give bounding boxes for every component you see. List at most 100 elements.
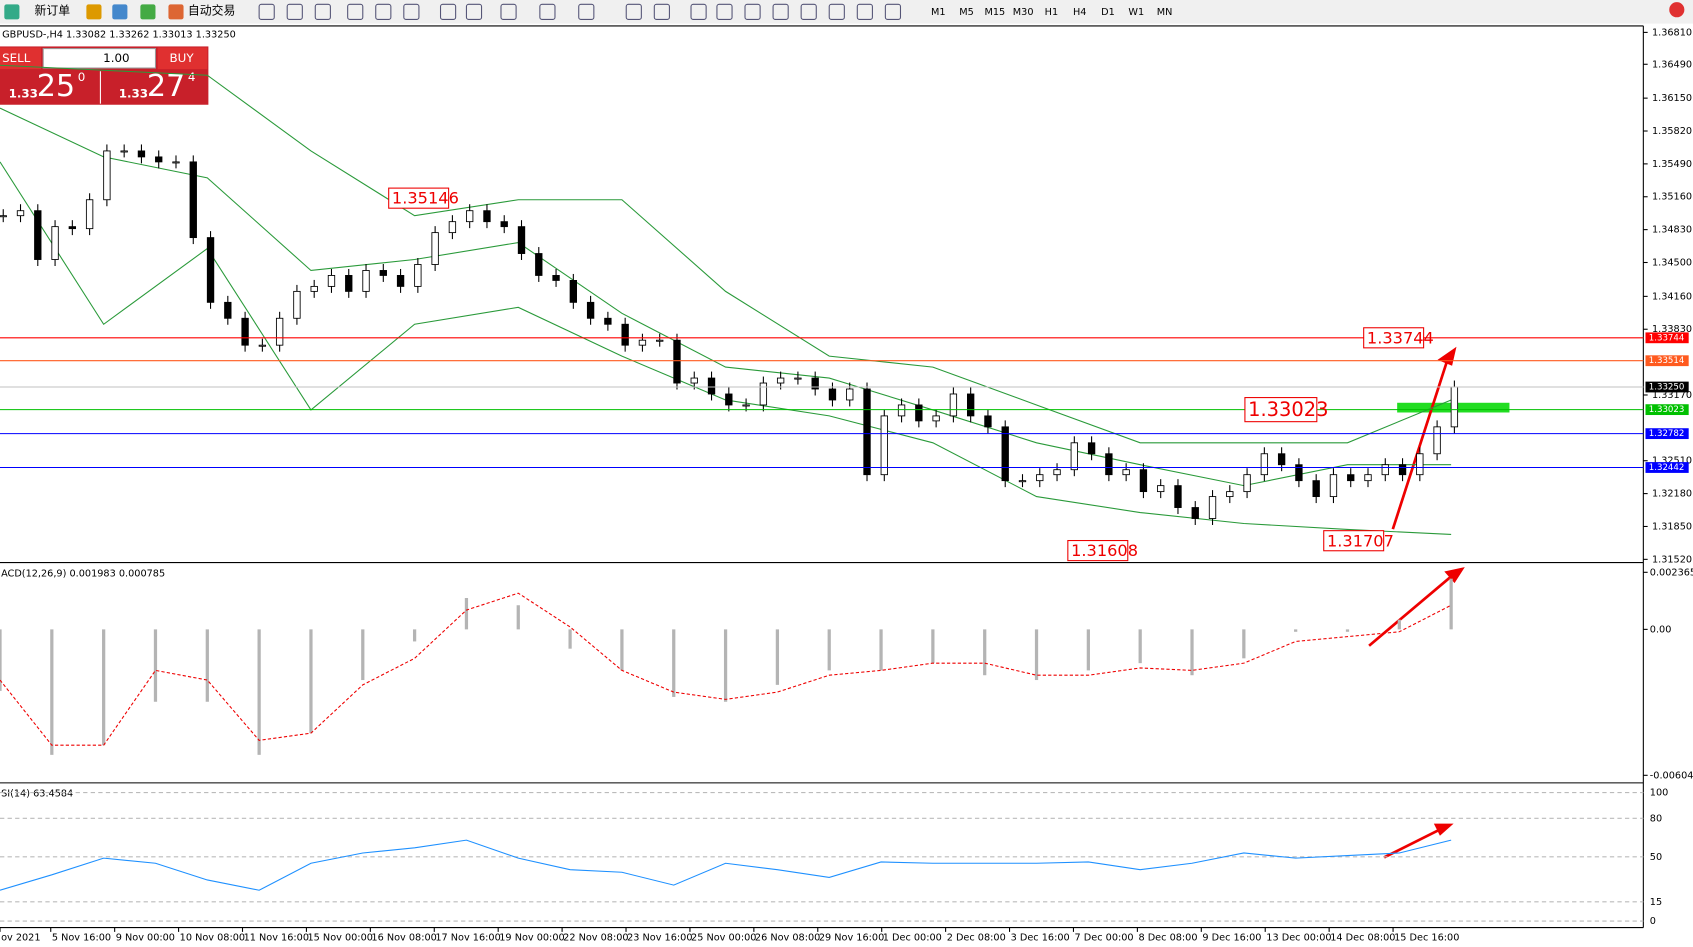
x-tick-label: 16 Nov 08:00 [371,932,436,943]
annotation-box [1323,530,1385,552]
toolbar-icon[interactable] [403,3,420,20]
toolbar-icon[interactable] [112,4,128,20]
candle [846,388,854,401]
candle [759,382,768,406]
buy-button[interactable] [157,47,208,70]
y-tick-label: 1.33170 [1652,390,1692,401]
candle [16,210,25,217]
toolbar-button[interactable]: 新订单 [35,3,71,17]
macd-bar [1294,629,1298,632]
timeframe-button[interactable]: MN [1157,7,1173,18]
toolbar-icon[interactable] [716,3,733,20]
candle [725,393,733,406]
macd-bar [1138,629,1142,664]
candle [1208,496,1217,519]
candle [362,270,370,292]
timeframe-button[interactable]: W1 [1128,7,1144,18]
timeframe-button[interactable]: D1 [1101,7,1115,18]
trade-panel: SELL BUY 1.00 1.33 25 0 1.33 27 4 [0,46,209,105]
candle [103,150,111,201]
toolbar-icon[interactable] [258,3,275,20]
x-tick-label: 15 Nov 00:00 [308,932,373,943]
candle [275,317,284,346]
sell-price-pips: 25 [37,69,75,104]
x-tick-label: 23 Nov 16:00 [627,932,692,943]
buy-price-pips: 27 [147,69,185,104]
candle [932,415,940,422]
x-tick-label: 2 Dec 08:00 [947,932,1006,943]
macd-label: ACD(12,26,9) 0.001983 0.000785 [1,568,165,579]
y-tick-label: 1.34160 [1652,291,1692,302]
toolbar-icon[interactable] [539,3,556,20]
toolbar-icon[interactable] [168,4,184,20]
toolbar-icon[interactable] [375,3,392,20]
candle [1105,453,1113,476]
candle [1053,469,1061,476]
candle [569,279,578,303]
toolbar-icon[interactable] [625,3,642,20]
toolbar-icon[interactable] [828,3,845,20]
volume-input[interactable] [42,48,157,69]
toolbar-icon[interactable] [347,3,364,20]
notification-badge[interactable] [1669,2,1685,18]
candle [949,393,958,417]
symbol-info: GBPUSD-,H4 1.33082 1.33262 1.33013 1.332… [2,30,236,41]
toolbar-icon[interactable] [856,3,873,20]
timeframe-button[interactable]: M5 [959,7,974,18]
candle [1295,464,1303,482]
toolbar-button[interactable]: 自动交易 [188,3,235,17]
timeframe-button[interactable]: M15 [984,7,1005,18]
macd-bar [464,598,469,630]
y-tick-label: 0.002365 [1650,567,1693,578]
sell-button[interactable] [0,47,42,70]
toolbar-icon[interactable] [884,3,902,20]
toolbar-icon[interactable] [86,4,102,20]
toolbar-icon[interactable] [286,3,303,20]
toolbar-icon[interactable] [653,3,670,20]
candle [915,404,923,422]
y-tick-label: 1.35160 [1652,192,1692,203]
toolbar-icon[interactable] [772,3,789,20]
annotation: 1.33023 [1248,398,1328,421]
candle [742,404,750,407]
toolbar-icon[interactable] [744,3,761,20]
toolbar-icon[interactable] [578,3,595,20]
timeframe-button[interactable]: H4 [1073,7,1086,18]
x-tick-label: 9 Nov 00:00 [116,932,175,943]
annotation-box [388,187,450,209]
toolbar-icon[interactable] [140,4,156,20]
bollinger-band [0,107,1452,487]
candle [535,253,543,276]
candle [466,210,474,223]
timeframe-button[interactable]: H1 [1045,7,1058,18]
toolbar-icon[interactable] [465,3,483,20]
annotation-box [1067,539,1129,562]
annotation-box [1363,327,1425,349]
x-tick-label: ov 2021 [1,932,40,943]
timeframe-button[interactable]: M30 [1013,7,1034,18]
candle [345,275,353,292]
x-tick-label: 17 Nov 16:00 [435,932,500,943]
toolbar-icon[interactable] [500,3,517,20]
candle [863,388,871,476]
x-tick-label: 22 Nov 08:00 [563,932,628,943]
toolbar-icon[interactable] [439,3,457,20]
chart-window [0,23,1693,947]
toolbar-icon[interactable] [690,3,707,20]
toolbar-icon[interactable] [4,4,20,20]
candle [414,264,422,287]
y-tick-label: 1.33830 [1652,324,1692,335]
candle [241,317,249,346]
toolbar-icon[interactable] [800,3,817,20]
timeframe-button[interactable]: M1 [931,7,946,18]
macd-bar [1242,629,1246,659]
annotation: 1.31608 [1071,541,1138,560]
candle [604,317,612,325]
annotation: 1.35146 [392,189,459,208]
toolbar-icon[interactable] [314,3,331,20]
price-tag-label: 1.32442 [1649,463,1685,473]
candle [224,301,232,319]
candle [0,215,7,218]
macd-bar [672,629,676,697]
y-tick-label: 80 [1650,813,1662,824]
